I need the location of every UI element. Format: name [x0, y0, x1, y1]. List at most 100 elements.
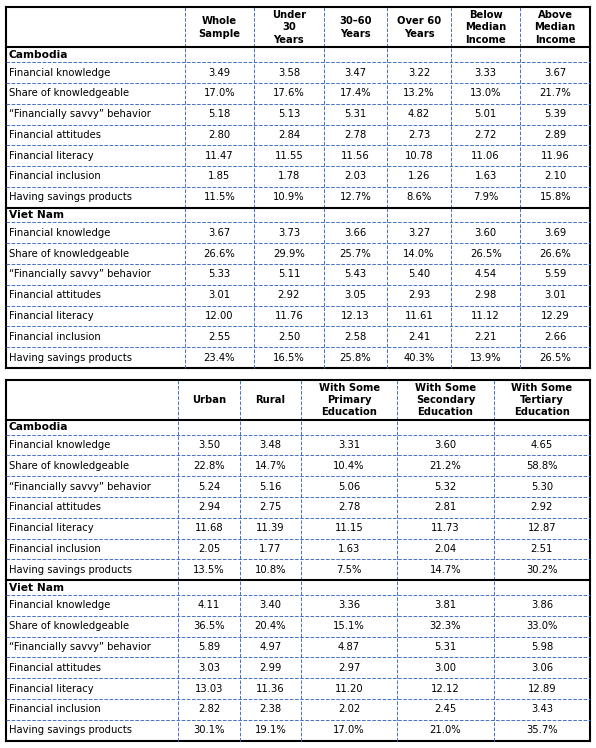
- Text: 2.98: 2.98: [474, 290, 496, 300]
- Text: 5.31: 5.31: [344, 109, 367, 119]
- Text: With Some
Tertiary
Education: With Some Tertiary Education: [511, 382, 572, 417]
- Text: 3.81: 3.81: [434, 601, 457, 610]
- Text: 5.33: 5.33: [208, 269, 231, 280]
- Text: 10.78: 10.78: [405, 150, 433, 161]
- Text: 7.9%: 7.9%: [473, 192, 498, 202]
- Text: 1.78: 1.78: [278, 171, 300, 182]
- Text: 15.8%: 15.8%: [539, 192, 571, 202]
- Text: Whole
Sample: Whole Sample: [198, 16, 240, 39]
- Text: 4.87: 4.87: [338, 642, 360, 652]
- Text: 16.5%: 16.5%: [273, 352, 305, 363]
- Text: 3.67: 3.67: [208, 228, 231, 238]
- Text: 11.68: 11.68: [195, 523, 224, 533]
- Text: Viet Nam: Viet Nam: [9, 583, 64, 592]
- Text: 2.82: 2.82: [198, 705, 220, 714]
- Text: 5.16: 5.16: [259, 482, 281, 491]
- Text: 11.96: 11.96: [541, 150, 570, 161]
- Text: 36.5%: 36.5%: [193, 621, 225, 631]
- Text: Share of knowledgeable: Share of knowledgeable: [9, 621, 129, 631]
- Text: Financial knowledge: Financial knowledge: [9, 67, 110, 78]
- Text: 30.2%: 30.2%: [526, 565, 558, 574]
- Text: Financial inclusion: Financial inclusion: [9, 171, 101, 182]
- Text: 26.5%: 26.5%: [470, 248, 501, 259]
- Text: 35.7%: 35.7%: [526, 725, 558, 735]
- Text: 11.73: 11.73: [431, 523, 460, 533]
- Text: 13.9%: 13.9%: [470, 352, 501, 363]
- Text: 30–60
Years: 30–60 Years: [339, 16, 372, 39]
- Text: 2.05: 2.05: [198, 544, 220, 554]
- Text: 15.1%: 15.1%: [333, 621, 365, 631]
- Text: 2.03: 2.03: [344, 171, 367, 182]
- Text: 10.9%: 10.9%: [273, 192, 305, 202]
- Text: 3.73: 3.73: [278, 228, 300, 238]
- Text: 5.59: 5.59: [544, 269, 566, 280]
- Text: Financial inclusion: Financial inclusion: [9, 544, 101, 554]
- Text: Share of knowledgeable: Share of knowledgeable: [9, 248, 129, 259]
- Text: 20.4%: 20.4%: [254, 621, 286, 631]
- Text: 2.93: 2.93: [408, 290, 430, 300]
- Text: 40.3%: 40.3%: [403, 352, 434, 363]
- Text: 5.11: 5.11: [278, 269, 300, 280]
- Text: 58.8%: 58.8%: [526, 461, 558, 470]
- Text: 11.55: 11.55: [275, 150, 303, 161]
- Text: 29.9%: 29.9%: [273, 248, 305, 259]
- Text: 3.05: 3.05: [344, 290, 367, 300]
- Text: 5.98: 5.98: [530, 642, 553, 652]
- Text: 3.48: 3.48: [259, 440, 281, 450]
- Text: 11.76: 11.76: [275, 311, 303, 321]
- Text: 5.32: 5.32: [434, 482, 457, 491]
- Text: Under
30
Years: Under 30 Years: [272, 10, 306, 45]
- Text: 3.43: 3.43: [531, 705, 553, 714]
- Text: 14.0%: 14.0%: [403, 248, 435, 259]
- Text: 1.77: 1.77: [259, 544, 281, 554]
- Text: 5.43: 5.43: [344, 269, 367, 280]
- Text: 25.7%: 25.7%: [340, 248, 371, 259]
- Text: 3.06: 3.06: [531, 663, 553, 672]
- Text: 30.1%: 30.1%: [193, 725, 225, 735]
- Text: 11.15: 11.15: [335, 523, 364, 533]
- Text: 2.58: 2.58: [344, 332, 367, 342]
- Text: 3.49: 3.49: [208, 67, 231, 78]
- Text: “Financially savvy” behavior: “Financially savvy” behavior: [9, 642, 151, 652]
- Text: 3.36: 3.36: [338, 601, 360, 610]
- Text: “Financially savvy” behavior: “Financially savvy” behavior: [9, 482, 151, 491]
- Text: 26.6%: 26.6%: [203, 248, 235, 259]
- Text: 13.03: 13.03: [195, 684, 223, 693]
- Text: 2.97: 2.97: [338, 663, 361, 672]
- Text: 17.6%: 17.6%: [273, 88, 305, 98]
- Text: 12.7%: 12.7%: [340, 192, 371, 202]
- Text: 1.63: 1.63: [338, 544, 360, 554]
- Text: 2.50: 2.50: [278, 332, 300, 342]
- Text: Cambodia: Cambodia: [9, 50, 69, 60]
- Text: Financial attitudes: Financial attitudes: [9, 663, 101, 672]
- Text: 2.51: 2.51: [530, 544, 553, 554]
- Text: 32.3%: 32.3%: [430, 621, 461, 631]
- Text: Share of knowledgeable: Share of knowledgeable: [9, 88, 129, 98]
- Text: 1.26: 1.26: [408, 171, 430, 182]
- Text: 2.78: 2.78: [344, 130, 367, 140]
- Text: 12.87: 12.87: [527, 523, 556, 533]
- Text: Financial attitudes: Financial attitudes: [9, 290, 101, 300]
- Text: Above
Median
Income: Above Median Income: [535, 10, 576, 45]
- Text: Financial knowledge: Financial knowledge: [9, 440, 110, 450]
- Text: 2.38: 2.38: [259, 705, 281, 714]
- Text: “Financially savvy” behavior: “Financially savvy” behavior: [9, 269, 151, 280]
- Text: 22.8%: 22.8%: [193, 461, 225, 470]
- Text: Viet Nam: Viet Nam: [9, 210, 64, 220]
- Text: 3.47: 3.47: [344, 67, 367, 78]
- Text: With Some
Secondary
Education: With Some Secondary Education: [415, 382, 476, 417]
- Text: 12.00: 12.00: [205, 311, 234, 321]
- Text: Financial inclusion: Financial inclusion: [9, 332, 101, 342]
- Text: 3.00: 3.00: [434, 663, 457, 672]
- Text: 17.4%: 17.4%: [340, 88, 371, 98]
- Text: 11.47: 11.47: [205, 150, 234, 161]
- Text: 1.63: 1.63: [474, 171, 496, 182]
- Text: 26.6%: 26.6%: [539, 248, 571, 259]
- Text: 2.41: 2.41: [408, 332, 430, 342]
- Text: Financial attitudes: Financial attitudes: [9, 503, 101, 512]
- Text: 2.81: 2.81: [434, 503, 457, 512]
- Text: 2.10: 2.10: [544, 171, 566, 182]
- Text: 4.11: 4.11: [198, 601, 220, 610]
- Text: 2.73: 2.73: [408, 130, 430, 140]
- Text: 2.55: 2.55: [208, 332, 231, 342]
